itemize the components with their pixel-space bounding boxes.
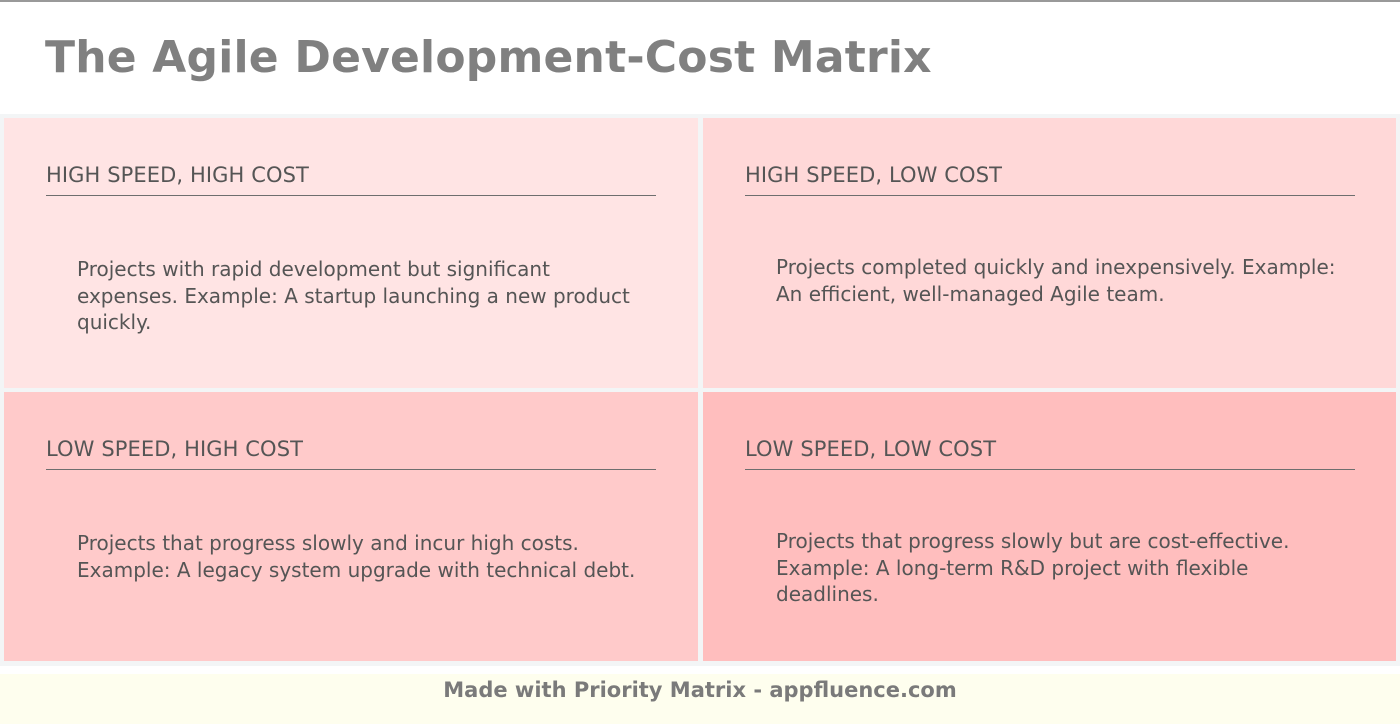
quadrant-low-speed-low-cost[interactable]: LOW SPEED, LOW COST Projects that progre… <box>703 392 1396 661</box>
quadrant-title: HIGH SPEED, HIGH COST <box>46 162 656 196</box>
quadrant-description: Projects completed quickly and inexpensi… <box>776 255 1336 306</box>
quadrant-description: Projects that progress slowly but are co… <box>776 529 1290 606</box>
footer-credit: Made with Priority Matrix - appfluence.c… <box>443 678 957 702</box>
quadrant-title: LOW SPEED, LOW COST <box>745 436 1355 470</box>
quadrant-title: HIGH SPEED, LOW COST <box>745 162 1355 196</box>
quadrant-title: LOW SPEED, HIGH COST <box>46 436 656 470</box>
header: The Agile Development-Cost Matrix <box>0 2 1400 114</box>
page-title: The Agile Development-Cost Matrix <box>45 32 932 83</box>
quadrant-description: Projects with rapid development but sign… <box>77 257 630 334</box>
quadrant-high-speed-low-cost[interactable]: HIGH SPEED, LOW COST Projects completed … <box>703 118 1396 388</box>
quadrant-low-speed-high-cost[interactable]: LOW SPEED, HIGH COST Projects that progr… <box>4 392 698 661</box>
quadrant-description: Projects that progress slowly and incur … <box>77 531 636 582</box>
footer: Made with Priority Matrix - appfluence.c… <box>0 674 1400 724</box>
quadrant-high-speed-high-cost[interactable]: HIGH SPEED, HIGH COST Projects with rapi… <box>4 118 698 388</box>
priority-matrix: HIGH SPEED, HIGH COST Projects with rapi… <box>0 114 1400 666</box>
top-border <box>0 0 1400 2</box>
